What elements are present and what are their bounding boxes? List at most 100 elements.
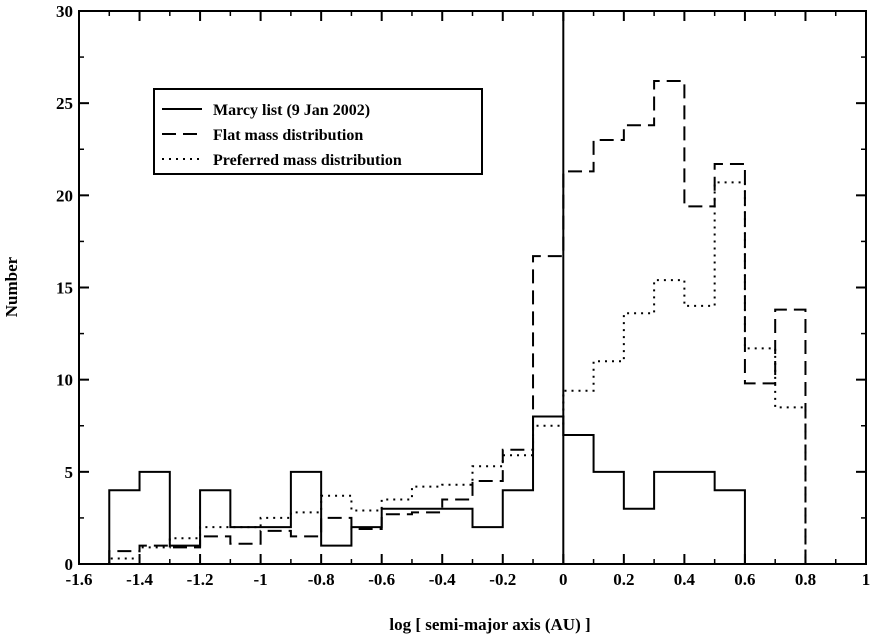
bin-mark — [109, 550, 139, 552]
bin-mark — [412, 511, 442, 513]
bin-mark — [382, 513, 412, 515]
bin-mark — [563, 170, 593, 172]
bin-mark — [503, 449, 533, 451]
bin-mark — [321, 517, 351, 519]
bin-mark — [563, 390, 593, 392]
bin-mark — [321, 545, 351, 547]
bin-mark — [775, 406, 805, 408]
y-tick-label: 10 — [56, 371, 73, 390]
y-tick-label: 0 — [65, 555, 74, 574]
legend-label-3: Preferred mass distribution — [213, 152, 402, 169]
y-tick-label: 20 — [56, 186, 73, 205]
bin-mark — [654, 471, 684, 473]
x-tick-label: -0.8 — [308, 570, 335, 589]
legend-label-2: Flat mass distribution — [213, 127, 363, 144]
bin-mark — [745, 563, 775, 565]
bin-mark — [230, 543, 260, 545]
bin-mark — [684, 471, 714, 473]
series-1 — [108, 415, 806, 565]
series-2 — [108, 80, 807, 564]
bin-mark — [594, 471, 624, 473]
bin-mark — [382, 508, 412, 510]
bin-mark — [230, 526, 260, 528]
x-tick-label: 0 — [559, 570, 568, 589]
x-tick-label: -1.4 — [126, 570, 153, 589]
bin-mark — [351, 528, 381, 530]
legend: Marcy list (9 Jan 2002) Flat mass distrib… — [153, 88, 483, 175]
bin-mark — [351, 510, 381, 512]
bin-mark — [321, 495, 351, 497]
bin-mark — [140, 546, 170, 548]
series-layer — [108, 80, 807, 565]
bin-mark — [200, 489, 230, 491]
bin-mark — [140, 545, 170, 547]
series-line-3 — [108, 181, 807, 564]
y-tick-label: 15 — [56, 279, 73, 298]
bin-mark — [261, 526, 291, 528]
bin-mark — [200, 526, 230, 528]
bin-mark — [624, 508, 654, 510]
x-tick-label: -1.6 — [66, 570, 93, 589]
x-tick-label: -0.6 — [368, 570, 395, 589]
bin-mark — [261, 530, 291, 532]
y-tick-label: 25 — [56, 94, 73, 113]
bin-mark — [351, 526, 381, 528]
bin-mark — [775, 309, 805, 311]
x-tick-label: -1 — [254, 570, 268, 589]
bin-mark — [745, 382, 775, 384]
bin-mark — [624, 124, 654, 126]
legend-box — [153, 88, 483, 175]
x-tick-label: -0.2 — [489, 570, 516, 589]
bin-mark — [654, 80, 684, 82]
bin-mark — [473, 465, 503, 467]
bin-mark — [170, 545, 200, 547]
bin-mark — [533, 416, 563, 418]
series-3 — [108, 181, 807, 564]
bin-mark — [109, 557, 139, 559]
bin-mark — [533, 255, 563, 257]
bin-mark — [442, 508, 472, 510]
bin-mark — [654, 279, 684, 281]
y-tick-label: 30 — [56, 2, 73, 21]
series-line-1 — [108, 415, 806, 565]
x-tick-label: 0.2 — [613, 570, 634, 589]
x-tick-label: -1.2 — [187, 570, 214, 589]
bin-mark — [745, 347, 775, 349]
bin-mark — [412, 508, 442, 510]
y-axis-title: Number — [2, 256, 21, 317]
bin-mark — [291, 511, 321, 513]
bin-mark — [140, 471, 170, 473]
bin-mark — [200, 535, 230, 537]
bin-mark — [624, 312, 654, 314]
bin-mark — [563, 434, 593, 436]
bin-mark — [503, 454, 533, 456]
bin-mark — [473, 480, 503, 482]
bin-mark — [261, 517, 291, 519]
bin-mark — [442, 498, 472, 500]
x-tick-label: 0.6 — [734, 570, 755, 589]
y-tick-label: 5 — [65, 463, 74, 482]
bin-mark — [715, 163, 745, 165]
bin-mark — [684, 305, 714, 307]
x-tick-label: 1 — [862, 570, 870, 589]
x-tick-label: 0.4 — [674, 570, 696, 589]
x-tick-label: 0.8 — [795, 570, 816, 589]
bin-mark — [170, 537, 200, 539]
bin-mark — [594, 360, 624, 362]
bin-mark — [684, 205, 714, 207]
bin-mark — [412, 486, 442, 488]
series-line-2 — [108, 80, 807, 564]
bin-mark — [170, 546, 200, 548]
bin-mark — [109, 489, 139, 491]
bin-mark — [533, 425, 563, 427]
bin-mark — [594, 139, 624, 141]
bin-mark — [473, 526, 503, 528]
bin-mark — [291, 471, 321, 473]
x-tick-label: -0.4 — [429, 570, 456, 589]
bin-mark — [503, 489, 533, 491]
bin-mark — [715, 181, 745, 183]
bin-mark — [291, 535, 321, 537]
bin-mark — [715, 489, 745, 491]
bin-mark — [442, 484, 472, 486]
